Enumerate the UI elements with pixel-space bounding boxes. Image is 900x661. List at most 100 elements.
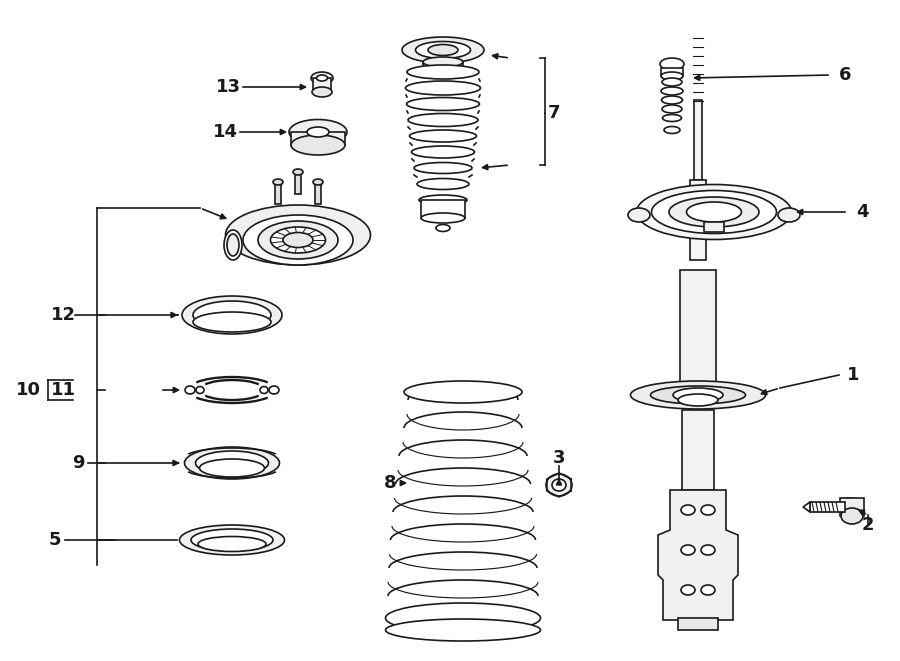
FancyBboxPatch shape <box>694 100 702 180</box>
Ellipse shape <box>631 381 766 409</box>
Text: 7: 7 <box>548 104 560 122</box>
Ellipse shape <box>293 169 303 175</box>
Ellipse shape <box>664 126 680 134</box>
Ellipse shape <box>196 387 204 393</box>
Text: 12: 12 <box>50 306 76 324</box>
Ellipse shape <box>436 225 450 231</box>
Ellipse shape <box>410 130 476 142</box>
Ellipse shape <box>271 227 326 253</box>
Ellipse shape <box>673 388 723 402</box>
Ellipse shape <box>407 98 480 110</box>
Ellipse shape <box>661 72 683 80</box>
FancyBboxPatch shape <box>680 270 716 400</box>
Ellipse shape <box>778 208 800 222</box>
Ellipse shape <box>182 296 282 334</box>
Text: 10: 10 <box>15 381 40 399</box>
Ellipse shape <box>669 197 759 227</box>
Ellipse shape <box>428 44 458 56</box>
Text: 11: 11 <box>50 381 76 399</box>
Ellipse shape <box>662 114 681 122</box>
Ellipse shape <box>628 208 650 222</box>
Ellipse shape <box>260 387 268 393</box>
Text: 13: 13 <box>215 78 240 96</box>
Ellipse shape <box>243 215 353 265</box>
Ellipse shape <box>661 87 683 95</box>
Text: 8: 8 <box>383 474 396 492</box>
Ellipse shape <box>841 508 863 524</box>
Ellipse shape <box>552 479 566 491</box>
Ellipse shape <box>662 96 682 104</box>
FancyBboxPatch shape <box>704 222 724 232</box>
Ellipse shape <box>273 179 283 185</box>
Ellipse shape <box>417 178 469 190</box>
FancyBboxPatch shape <box>661 68 683 76</box>
Text: 14: 14 <box>212 123 238 141</box>
Ellipse shape <box>224 230 242 260</box>
Ellipse shape <box>311 72 333 84</box>
FancyBboxPatch shape <box>810 502 845 512</box>
Ellipse shape <box>193 301 271 329</box>
Ellipse shape <box>198 537 266 551</box>
Ellipse shape <box>687 202 742 222</box>
Ellipse shape <box>179 525 284 555</box>
Ellipse shape <box>402 37 484 63</box>
FancyBboxPatch shape <box>682 410 714 490</box>
Ellipse shape <box>416 42 471 59</box>
Ellipse shape <box>258 221 338 259</box>
Ellipse shape <box>184 447 280 479</box>
FancyBboxPatch shape <box>275 182 281 204</box>
Ellipse shape <box>414 163 472 173</box>
Ellipse shape <box>651 386 745 404</box>
FancyBboxPatch shape <box>291 132 345 145</box>
Ellipse shape <box>681 545 695 555</box>
Ellipse shape <box>404 381 522 403</box>
Ellipse shape <box>283 233 313 247</box>
Ellipse shape <box>652 190 777 233</box>
Ellipse shape <box>200 459 265 477</box>
Ellipse shape <box>411 146 474 158</box>
Ellipse shape <box>419 195 467 205</box>
Ellipse shape <box>193 312 271 332</box>
Ellipse shape <box>681 505 695 515</box>
Ellipse shape <box>421 213 465 223</box>
Ellipse shape <box>681 585 695 595</box>
Polygon shape <box>803 502 810 512</box>
Ellipse shape <box>838 498 862 516</box>
Ellipse shape <box>185 386 195 394</box>
Text: 6: 6 <box>839 66 851 84</box>
FancyBboxPatch shape <box>295 172 301 194</box>
Ellipse shape <box>662 105 682 113</box>
Text: 4: 4 <box>856 203 868 221</box>
Text: 2: 2 <box>862 516 874 534</box>
Ellipse shape <box>406 81 481 95</box>
Ellipse shape <box>307 127 329 137</box>
Ellipse shape <box>313 179 323 185</box>
Ellipse shape <box>407 65 479 79</box>
Ellipse shape <box>636 184 791 239</box>
Ellipse shape <box>269 386 279 394</box>
Ellipse shape <box>227 234 239 256</box>
Ellipse shape <box>678 394 718 406</box>
Text: 1: 1 <box>847 366 860 384</box>
Ellipse shape <box>289 120 347 145</box>
Ellipse shape <box>662 78 682 86</box>
Ellipse shape <box>701 505 715 515</box>
Ellipse shape <box>195 451 268 475</box>
Text: 3: 3 <box>553 449 565 467</box>
FancyBboxPatch shape <box>690 180 706 260</box>
FancyBboxPatch shape <box>313 78 331 92</box>
Ellipse shape <box>408 114 478 126</box>
FancyBboxPatch shape <box>840 498 864 516</box>
Ellipse shape <box>191 529 273 551</box>
Ellipse shape <box>385 603 541 633</box>
FancyBboxPatch shape <box>315 182 321 204</box>
Ellipse shape <box>660 58 684 70</box>
Ellipse shape <box>226 205 371 265</box>
Polygon shape <box>658 490 738 620</box>
FancyBboxPatch shape <box>421 200 465 218</box>
Ellipse shape <box>701 585 715 595</box>
FancyBboxPatch shape <box>678 618 718 630</box>
Text: 5: 5 <box>49 531 61 549</box>
Ellipse shape <box>423 57 463 67</box>
FancyBboxPatch shape <box>423 62 463 72</box>
